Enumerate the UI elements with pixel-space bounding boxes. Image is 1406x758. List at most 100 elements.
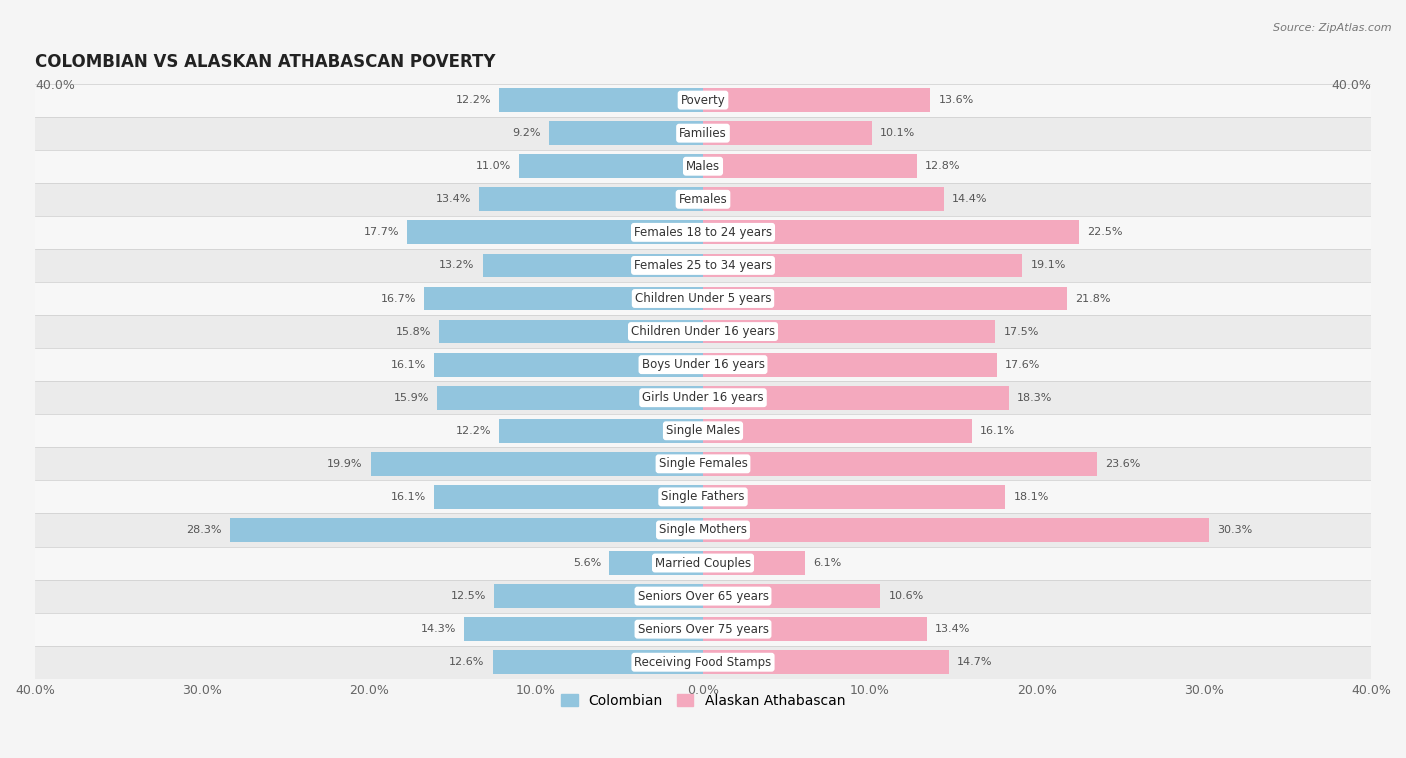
Text: 11.0%: 11.0% bbox=[475, 161, 510, 171]
Bar bbox=[519, 155, 703, 178]
Bar bbox=[703, 88, 931, 112]
Bar bbox=[434, 485, 703, 509]
Bar bbox=[35, 547, 1371, 580]
Text: Females 18 to 24 years: Females 18 to 24 years bbox=[634, 226, 772, 239]
Bar bbox=[703, 121, 872, 145]
Bar bbox=[35, 381, 1371, 414]
Text: 16.1%: 16.1% bbox=[391, 492, 426, 502]
Bar bbox=[703, 155, 917, 178]
Text: 19.1%: 19.1% bbox=[1031, 261, 1066, 271]
Bar bbox=[439, 320, 703, 343]
Text: 13.4%: 13.4% bbox=[436, 194, 471, 205]
Text: 9.2%: 9.2% bbox=[513, 128, 541, 138]
Text: Source: ZipAtlas.com: Source: ZipAtlas.com bbox=[1274, 23, 1392, 33]
Text: 13.6%: 13.6% bbox=[938, 95, 974, 105]
Text: 23.6%: 23.6% bbox=[1105, 459, 1140, 469]
Text: COLOMBIAN VS ALASKAN ATHABASCAN POVERTY: COLOMBIAN VS ALASKAN ATHABASCAN POVERTY bbox=[35, 53, 495, 71]
Text: Boys Under 16 years: Boys Under 16 years bbox=[641, 358, 765, 371]
Text: 12.5%: 12.5% bbox=[450, 591, 486, 601]
Text: 16.7%: 16.7% bbox=[381, 293, 416, 303]
Bar bbox=[408, 221, 703, 244]
Text: 22.5%: 22.5% bbox=[1087, 227, 1122, 237]
Bar bbox=[35, 348, 1371, 381]
Bar bbox=[703, 221, 1078, 244]
Bar bbox=[35, 183, 1371, 216]
Text: 40.0%: 40.0% bbox=[35, 79, 75, 92]
Text: 12.8%: 12.8% bbox=[925, 161, 960, 171]
Bar bbox=[703, 650, 949, 674]
Bar bbox=[35, 414, 1371, 447]
Bar bbox=[35, 83, 1371, 117]
Text: 13.2%: 13.2% bbox=[439, 261, 474, 271]
Bar bbox=[35, 513, 1371, 547]
Text: Single Males: Single Males bbox=[666, 424, 740, 437]
Legend: Colombian, Alaskan Athabascan: Colombian, Alaskan Athabascan bbox=[555, 688, 851, 713]
Text: Females: Females bbox=[679, 193, 727, 206]
Bar bbox=[35, 612, 1371, 646]
Bar bbox=[492, 650, 703, 674]
Bar bbox=[499, 88, 703, 112]
Bar bbox=[35, 249, 1371, 282]
Bar bbox=[703, 584, 880, 608]
Text: 19.9%: 19.9% bbox=[326, 459, 363, 469]
Text: 18.3%: 18.3% bbox=[1017, 393, 1052, 402]
Text: 17.7%: 17.7% bbox=[364, 227, 399, 237]
Bar bbox=[703, 320, 995, 343]
Text: 14.4%: 14.4% bbox=[952, 194, 987, 205]
Text: 17.5%: 17.5% bbox=[1004, 327, 1039, 337]
Text: 12.6%: 12.6% bbox=[449, 657, 484, 667]
Text: Children Under 16 years: Children Under 16 years bbox=[631, 325, 775, 338]
Text: Single Females: Single Females bbox=[658, 457, 748, 470]
Bar bbox=[703, 253, 1022, 277]
Text: 17.6%: 17.6% bbox=[1005, 359, 1040, 370]
Bar bbox=[703, 551, 804, 575]
Bar bbox=[35, 580, 1371, 612]
Text: Single Mothers: Single Mothers bbox=[659, 524, 747, 537]
Bar bbox=[703, 419, 972, 443]
Text: 21.8%: 21.8% bbox=[1076, 293, 1111, 303]
Bar bbox=[231, 518, 703, 542]
Bar bbox=[703, 518, 1209, 542]
Bar bbox=[703, 617, 927, 641]
Text: Single Fathers: Single Fathers bbox=[661, 490, 745, 503]
Bar bbox=[35, 149, 1371, 183]
Text: 28.3%: 28.3% bbox=[187, 525, 222, 535]
Text: 16.1%: 16.1% bbox=[391, 359, 426, 370]
Text: 12.2%: 12.2% bbox=[456, 426, 491, 436]
Bar bbox=[425, 287, 703, 311]
Text: 40.0%: 40.0% bbox=[1331, 79, 1371, 92]
Bar bbox=[35, 315, 1371, 348]
Bar bbox=[482, 253, 703, 277]
Text: 12.2%: 12.2% bbox=[456, 95, 491, 105]
Text: Seniors Over 75 years: Seniors Over 75 years bbox=[637, 622, 769, 636]
Text: 14.7%: 14.7% bbox=[957, 657, 993, 667]
Bar bbox=[495, 584, 703, 608]
Bar bbox=[479, 187, 703, 211]
Text: Children Under 5 years: Children Under 5 years bbox=[634, 292, 772, 305]
Bar bbox=[703, 452, 1097, 476]
Text: 5.6%: 5.6% bbox=[572, 558, 602, 568]
Bar bbox=[609, 551, 703, 575]
Text: 10.1%: 10.1% bbox=[880, 128, 915, 138]
Bar bbox=[35, 216, 1371, 249]
Bar bbox=[703, 187, 943, 211]
Text: Males: Males bbox=[686, 160, 720, 173]
Text: Receiving Food Stamps: Receiving Food Stamps bbox=[634, 656, 772, 669]
Bar bbox=[550, 121, 703, 145]
Bar bbox=[35, 282, 1371, 315]
Bar bbox=[371, 452, 703, 476]
Bar bbox=[703, 485, 1005, 509]
Text: Females 25 to 34 years: Females 25 to 34 years bbox=[634, 259, 772, 272]
Text: 6.1%: 6.1% bbox=[813, 558, 841, 568]
Text: 18.1%: 18.1% bbox=[1014, 492, 1049, 502]
Text: 16.1%: 16.1% bbox=[980, 426, 1015, 436]
Text: 13.4%: 13.4% bbox=[935, 624, 970, 634]
Text: Girls Under 16 years: Girls Under 16 years bbox=[643, 391, 763, 404]
Bar bbox=[703, 386, 1008, 409]
Text: 15.9%: 15.9% bbox=[394, 393, 429, 402]
Text: 10.6%: 10.6% bbox=[889, 591, 924, 601]
Text: Seniors Over 65 years: Seniors Over 65 years bbox=[637, 590, 769, 603]
Text: Families: Families bbox=[679, 127, 727, 139]
Bar bbox=[35, 481, 1371, 513]
Bar bbox=[499, 419, 703, 443]
